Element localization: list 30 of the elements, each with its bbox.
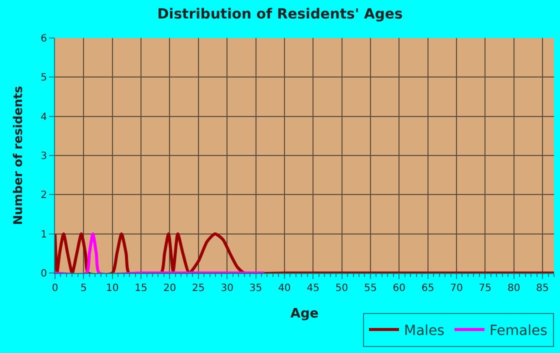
x-tick-label: 80 bbox=[507, 283, 520, 294]
y-axis-title: Number of residents bbox=[10, 86, 25, 226]
x-tick-label: 75 bbox=[478, 283, 492, 294]
chart-title: Distribution of Residents' Ages bbox=[157, 6, 403, 23]
y-tick-label: 4 bbox=[40, 112, 47, 123]
x-tick-label: 15 bbox=[134, 283, 148, 294]
x-tick-label: 70 bbox=[450, 283, 463, 294]
x-tick-label: 20 bbox=[163, 283, 176, 294]
x-tick-label: 0 bbox=[52, 283, 58, 294]
x-tick-label: 40 bbox=[278, 283, 291, 294]
x-tick-label: 5 bbox=[80, 283, 87, 294]
x-tick-label: 25 bbox=[192, 283, 205, 294]
x-axis-title: Age bbox=[290, 306, 319, 322]
x-tick-label: 60 bbox=[392, 283, 406, 294]
x-tick-label: 85 bbox=[536, 283, 549, 294]
x-tick-label: 10 bbox=[106, 283, 119, 294]
legend-label: Females bbox=[489, 323, 548, 340]
legend-label: Males bbox=[404, 323, 444, 340]
y-tick-label: 2 bbox=[40, 190, 47, 202]
x-tick-label: 45 bbox=[306, 283, 320, 294]
y-tick-label: 0 bbox=[40, 268, 47, 280]
x-tick-label: 55 bbox=[364, 283, 377, 294]
x-tick-label: 65 bbox=[421, 283, 434, 294]
x-tick-label: 30 bbox=[220, 283, 234, 294]
y-tick-label: 1 bbox=[40, 229, 47, 240]
x-tick-label: 35 bbox=[249, 283, 262, 294]
y-tick-label: 6 bbox=[40, 34, 47, 44]
y-tick-label: 5 bbox=[40, 72, 47, 84]
x-tick-label: 50 bbox=[335, 283, 348, 294]
y-tick-label: 3 bbox=[40, 151, 47, 162]
